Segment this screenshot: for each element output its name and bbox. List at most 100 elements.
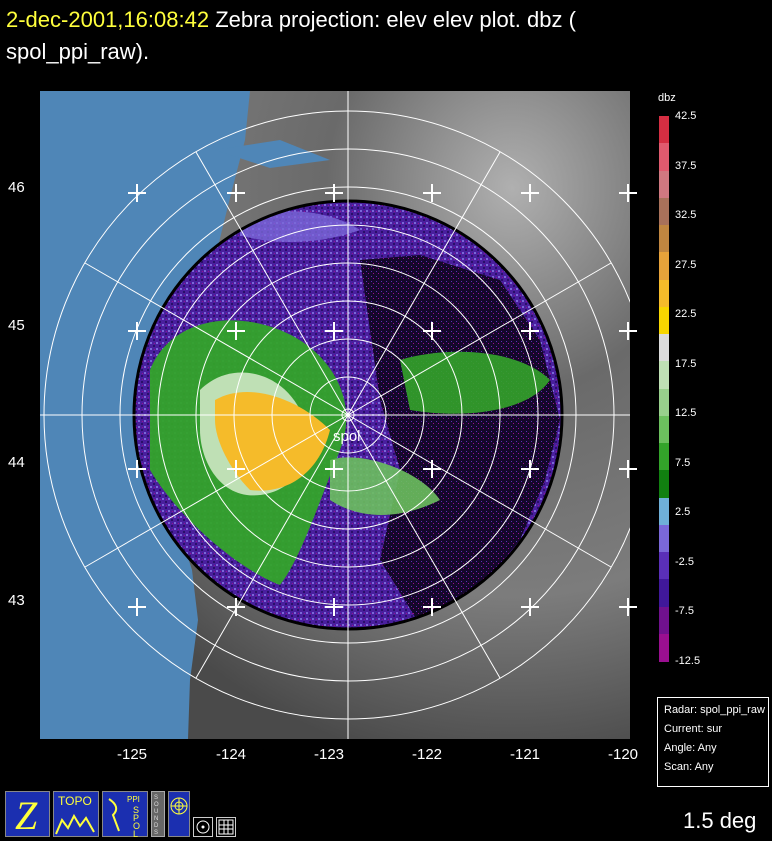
topo-label: TOPO [58, 794, 92, 808]
info-current: Current: sur [664, 723, 723, 735]
info-angle: Angle: Any [664, 742, 717, 754]
graticule-cross-icon [619, 598, 637, 616]
icon-toolbar: Z TOPO PPI SPOL SOUNDS [5, 791, 236, 839]
graticule-cross-icon [227, 598, 245, 616]
lon-label: -120 [608, 746, 639, 763]
graticule-cross-icon [325, 460, 343, 478]
plot-title-line2: spol_ppi_raw). [6, 39, 150, 64]
colorbar-tick-label: 2.5 [675, 506, 691, 519]
colorbar-tick-label: 17.5 [675, 357, 697, 370]
info-scan: Scan: Any [664, 761, 714, 773]
echo-south [330, 457, 440, 515]
colorbar-swatch [659, 606, 669, 635]
range-rings [40, 91, 630, 739]
graticule-cross-icon [128, 460, 146, 478]
plot-title-line1: Zebra projection: elev elev plot. dbz ( [215, 7, 576, 32]
graticule-cross-icon [423, 322, 441, 340]
grid-icon[interactable] [216, 817, 236, 837]
colorbar-swatch [659, 279, 669, 308]
colorbar-swatch [659, 633, 669, 662]
graticule-cross-icon [325, 322, 343, 340]
colorbar-swatch [659, 415, 669, 444]
colorbar-swatch [659, 143, 669, 172]
ppi-label: PPI [127, 795, 140, 804]
zebra-letter: Z [15, 793, 38, 838]
graticule-cross-icon [128, 322, 146, 340]
radar-site-icon [341, 408, 355, 422]
lat-label: 43 [8, 592, 25, 609]
radar-site-label: spol [333, 428, 361, 445]
colorbar-swatch [659, 225, 669, 253]
colorbar-swatch [659, 306, 669, 335]
graticule-cross-icon [619, 460, 637, 478]
spol-ppi-icon[interactable]: PPI SPOL [102, 791, 148, 839]
colorbar-tick-label: 12.5 [675, 407, 697, 420]
colorbar-swatch [659, 170, 669, 199]
topo-icon[interactable]: TOPO [53, 791, 99, 837]
lon-label: -123 [314, 746, 345, 763]
spol-label: SPOL [133, 805, 141, 839]
lat-label: 44 [8, 454, 25, 471]
colorbar-swatch [659, 334, 669, 362]
plot-title: 2-dec-2001,16:08:42 Zebra projection: el… [6, 4, 576, 68]
lat-label: 45 [8, 317, 25, 334]
graticule-cross-icon [423, 460, 441, 478]
radar-sweep-icon[interactable] [168, 791, 190, 837]
graticule-cross-icon [128, 184, 146, 202]
graticule-cross-icon [227, 184, 245, 202]
sounds-label: SOUNDS [154, 795, 159, 836]
radar-info-box: Radar: spol_ppi_raw Current: sur Angle: … [657, 697, 769, 787]
colorbar-swatch [659, 579, 669, 608]
graticule-cross-icon [423, 598, 441, 616]
colorbar-swatch [659, 252, 669, 281]
sounds-button[interactable]: SOUNDS [151, 791, 165, 837]
graticule-cross-icon [619, 184, 637, 202]
lon-label: -125 [117, 746, 148, 763]
graticule-cross-icon [227, 460, 245, 478]
graticule-cross-icon [128, 598, 146, 616]
colorbar-tick-label: 27.5 [675, 258, 697, 271]
azimuth-spoke [84, 262, 612, 568]
colorbar-tick-label: -12.5 [675, 655, 701, 667]
radar-dish-icon [108, 798, 120, 832]
info-radar: Radar: spol_ppi_raw [664, 704, 765, 716]
colorbar-tick-label: 37.5 [675, 159, 697, 172]
colorbar-unit: dbz [658, 92, 676, 104]
colorbar-swatch [659, 388, 669, 417]
colorbar-tick-label: 22.5 [675, 308, 697, 321]
target-icon[interactable] [193, 817, 213, 837]
graticule-cross-icon [227, 322, 245, 340]
colorbar-tick-label: 42.5 [675, 110, 697, 122]
graticule-cross-icon [325, 184, 343, 202]
lon-label: -122 [412, 746, 443, 763]
graticule-cross-icon [521, 460, 539, 478]
echo-east [400, 351, 550, 414]
colorbar-swatch [659, 197, 669, 226]
colorbar-tick-label: -2.5 [675, 555, 694, 568]
lat-label: 46 [8, 179, 25, 196]
colorbar-tick-label: 32.5 [675, 209, 697, 222]
graticule-cross-icon [521, 322, 539, 340]
colorbar-tick-label: -7.5 [675, 605, 694, 618]
topo-graph-icon [55, 813, 95, 835]
colorbar-tick-label: 7.5 [675, 456, 691, 469]
scan-clear-region [360, 255, 560, 625]
zebra-icon[interactable]: Z [5, 791, 50, 838]
colorbar-swatch [659, 443, 669, 471]
colorbar-swatch [659, 361, 669, 390]
lon-label: -124 [216, 746, 247, 763]
graticule-cross-icon [325, 598, 343, 616]
graticule-cross-icon [521, 184, 539, 202]
colorbar-swatch [659, 552, 669, 580]
graticule-markers [128, 184, 637, 616]
elevation-angle: 1.5 deg [683, 808, 757, 833]
colorbar-swatch [659, 497, 669, 526]
plot-timestamp: 2-dec-2001,16:08:42 [6, 7, 210, 32]
graticule-cross-icon [521, 598, 539, 616]
columbia-river-icon [215, 140, 330, 168]
colorbar-swatch [659, 116, 669, 144]
graticule-cross-icon [423, 184, 441, 202]
colorbar-swatch [659, 470, 669, 499]
echo-yellow [215, 391, 330, 491]
